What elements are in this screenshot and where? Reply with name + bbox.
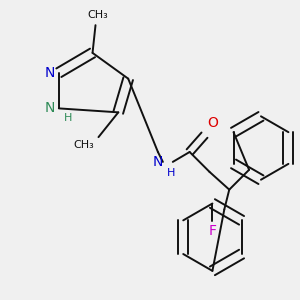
Text: CH₃: CH₃	[74, 140, 94, 150]
Text: F: F	[208, 224, 216, 238]
Text: H: H	[167, 168, 175, 178]
Text: N: N	[44, 101, 55, 116]
Text: H: H	[64, 113, 72, 123]
Text: CH₃: CH₃	[87, 10, 108, 20]
Text: N: N	[152, 155, 163, 169]
Text: O: O	[208, 116, 218, 130]
Text: N: N	[44, 66, 55, 80]
